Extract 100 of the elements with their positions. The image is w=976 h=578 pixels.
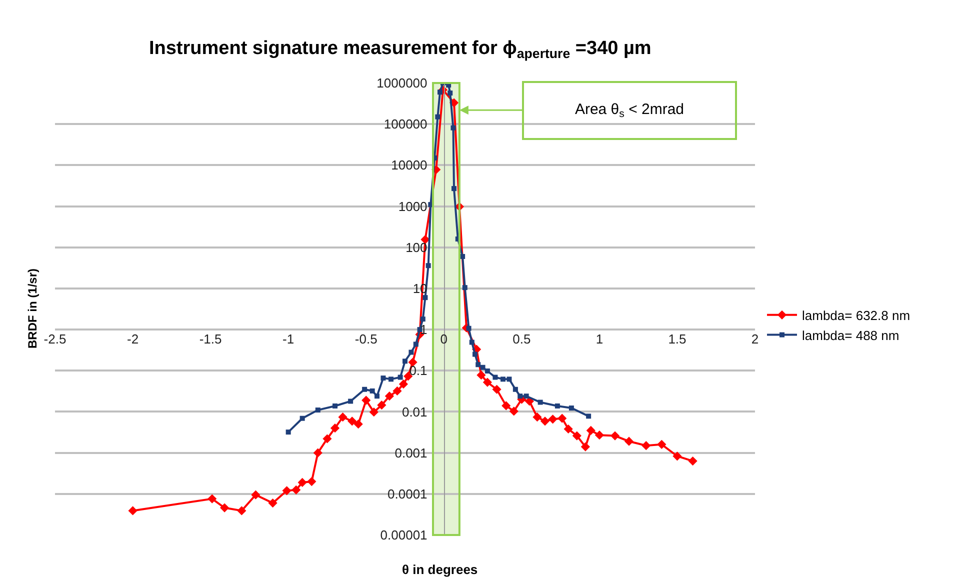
x-tick-label: -2.5 (44, 332, 66, 347)
point (402, 358, 408, 364)
point (292, 485, 301, 494)
point (307, 476, 316, 486)
x-tick-label: 1.5 (668, 332, 686, 347)
point (480, 364, 486, 370)
point (322, 434, 332, 444)
point (538, 400, 543, 405)
point (518, 394, 523, 399)
point (220, 503, 230, 512)
point (370, 388, 375, 394)
point (466, 326, 472, 331)
point (251, 490, 260, 500)
point (369, 408, 378, 417)
x-axis-title: θ in degrees (402, 562, 478, 577)
x-tick-label: -1.5 (199, 332, 222, 347)
x-tick-label: 1 (596, 332, 604, 347)
point (460, 254, 466, 259)
point (482, 378, 492, 387)
point (509, 406, 518, 416)
point (610, 431, 620, 440)
x-tick-label: 2 (751, 332, 759, 347)
point (624, 436, 634, 446)
point (354, 420, 363, 429)
point (208, 494, 217, 504)
point (554, 403, 560, 408)
point (374, 394, 380, 399)
point (492, 374, 498, 380)
y-axis-title: BRDF in (1/sr) (26, 268, 40, 348)
point (398, 374, 403, 380)
y-tick-label: 0.0001 (388, 486, 428, 502)
point (422, 295, 428, 300)
point (524, 394, 529, 399)
x-tick-label: -2 (127, 332, 139, 347)
x-tick-label: 0 (440, 332, 448, 347)
point (548, 414, 558, 424)
point (268, 498, 278, 508)
point (388, 376, 394, 382)
point (413, 342, 418, 347)
point (330, 424, 340, 433)
point (452, 186, 456, 192)
point (392, 386, 402, 396)
point (580, 442, 590, 452)
point (377, 400, 386, 410)
point (362, 386, 368, 392)
point (438, 90, 442, 95)
point (300, 416, 305, 421)
y-tick-label: 10000 (391, 158, 428, 173)
point (362, 396, 371, 405)
y-tick-label: 0.00001 (380, 528, 428, 543)
y-tick-label: 1000000 (376, 76, 428, 91)
point (450, 125, 456, 130)
point (426, 263, 431, 268)
point (348, 416, 357, 426)
chart-title: Instrument signature measurement for ϕ$_{aperture}$ =340 µm (148, 38, 652, 61)
point (472, 352, 478, 357)
point (476, 362, 481, 368)
point (672, 452, 682, 461)
point (564, 424, 573, 434)
point (408, 350, 414, 355)
x-tick-label: 0.5 (512, 332, 531, 347)
point (384, 392, 394, 401)
point (568, 406, 574, 411)
x-tick-label: -1 (282, 332, 294, 347)
point (298, 478, 307, 487)
y-tick-label: 0.01 (402, 404, 428, 420)
point (586, 414, 592, 419)
point (572, 431, 582, 440)
point (506, 376, 512, 382)
point (313, 448, 322, 458)
point (492, 384, 502, 394)
point (500, 376, 506, 382)
point (338, 412, 348, 422)
legend-label: lambda= 488 nm (802, 328, 900, 343)
point (348, 398, 354, 404)
point (128, 506, 138, 516)
point (332, 403, 338, 408)
point (420, 316, 426, 322)
point (435, 114, 440, 120)
point (448, 90, 453, 96)
point (540, 416, 550, 426)
point (398, 380, 408, 389)
annotation: Area θ$_{s}$ < 2mrad (574, 101, 684, 120)
point (502, 401, 511, 410)
point (484, 368, 490, 374)
point (282, 486, 292, 496)
point (688, 456, 698, 466)
point (462, 285, 468, 290)
point (315, 408, 320, 413)
y-tick-label: 1000 (398, 198, 428, 214)
legend-label: lambda= 632.8 nm (802, 308, 910, 323)
point (532, 412, 542, 422)
point (237, 506, 246, 516)
point (286, 430, 291, 435)
x-tick-label: -0.5 (354, 332, 378, 347)
y-tick-label: 0.001 (394, 445, 428, 460)
point (476, 370, 486, 380)
point (594, 430, 604, 440)
point (469, 340, 474, 345)
point (380, 376, 386, 381)
